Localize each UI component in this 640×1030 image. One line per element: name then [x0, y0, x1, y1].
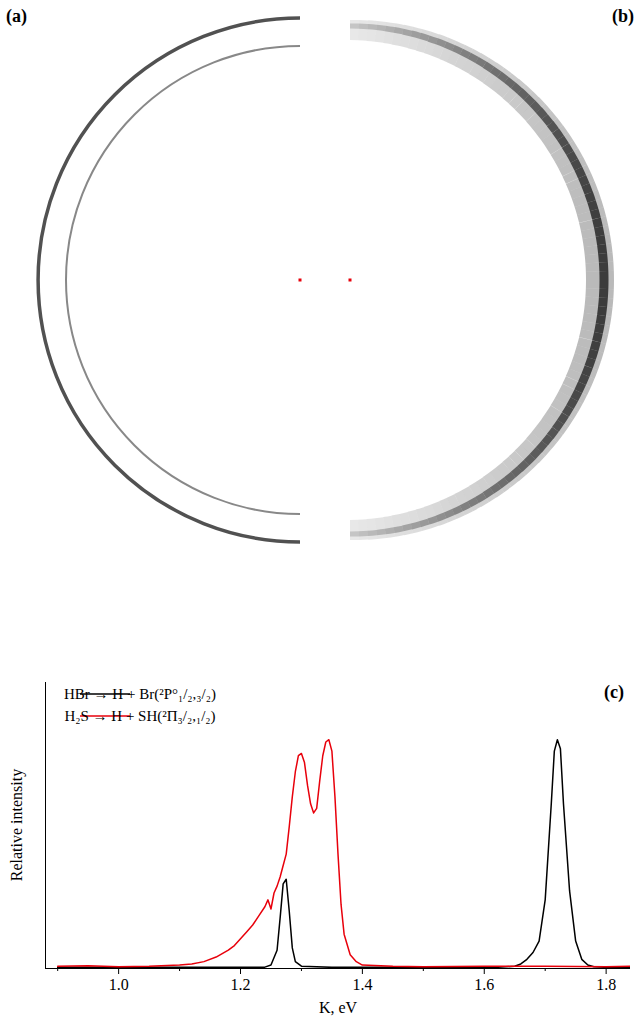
svg-text:H₂S → H + SH(²Π₃/₂,₁/₂): H₂S → H + SH(²Π₃/₂,₁/₂) — [64, 708, 215, 725]
svg-text:1.0: 1.0 — [109, 976, 129, 993]
svg-text:1.8: 1.8 — [596, 976, 616, 993]
svg-text:(c): (c) — [604, 682, 624, 703]
svg-text:(b): (b) — [612, 6, 634, 27]
svg-text:1.4: 1.4 — [352, 976, 372, 993]
svg-text:K, eV: K, eV — [319, 999, 358, 1016]
svg-text:HBr → H + Br(²P°₁/₂,₃/₂): HBr → H + Br(²P°₁/₂,₃/₂) — [64, 686, 216, 703]
svg-text:Relative intensity: Relative intensity — [8, 769, 26, 881]
svg-text:1.2: 1.2 — [231, 976, 251, 993]
svg-text:(a): (a) — [6, 6, 27, 27]
svg-text:1.6: 1.6 — [474, 976, 494, 993]
